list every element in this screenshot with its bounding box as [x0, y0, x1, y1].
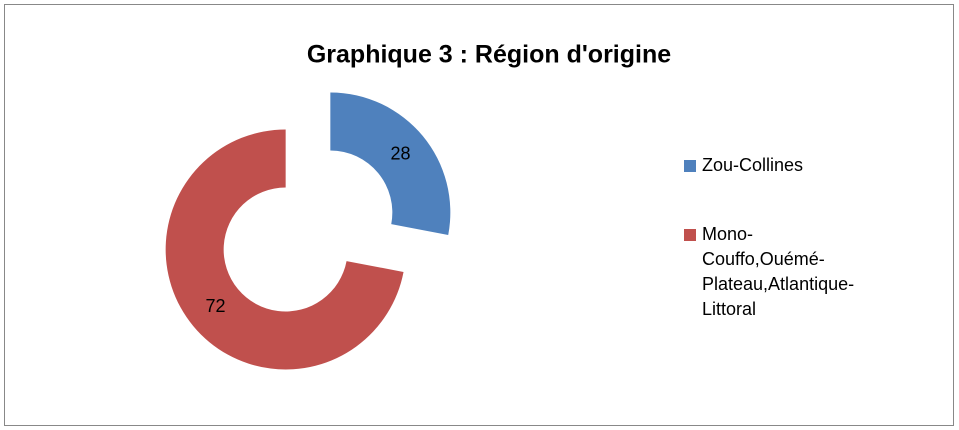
- legend-label: Zou-Collines: [702, 155, 804, 175]
- chart-title: Graphique 3 : Région d'origine: [307, 41, 671, 69]
- legend-entry: Zou-Collines: [682, 153, 852, 178]
- pie-slice: [165, 129, 404, 370]
- legend-entry: Mono-Couffo,Ouémé-Plateau,Atlantique-Lit…: [682, 222, 855, 322]
- chart-frame: Graphique 3 : Région d'origine 28 72 Zou-…: [4, 4, 954, 426]
- legend-swatch: [684, 229, 696, 241]
- chart: Graphique 3 : Région d'origine 28 72: [165, 41, 671, 370]
- legend: Zou-Collines Mono-Couffo,Ouémé-Plateau,At…: [682, 153, 855, 366]
- pie-slice: [330, 92, 451, 236]
- data-label: 72: [206, 296, 226, 316]
- data-label: 28: [390, 143, 410, 163]
- legend-label: Mono-Couffo,Ouémé-Plateau,Atlantique-Lit…: [702, 224, 855, 319]
- legend-swatch: [684, 160, 696, 172]
